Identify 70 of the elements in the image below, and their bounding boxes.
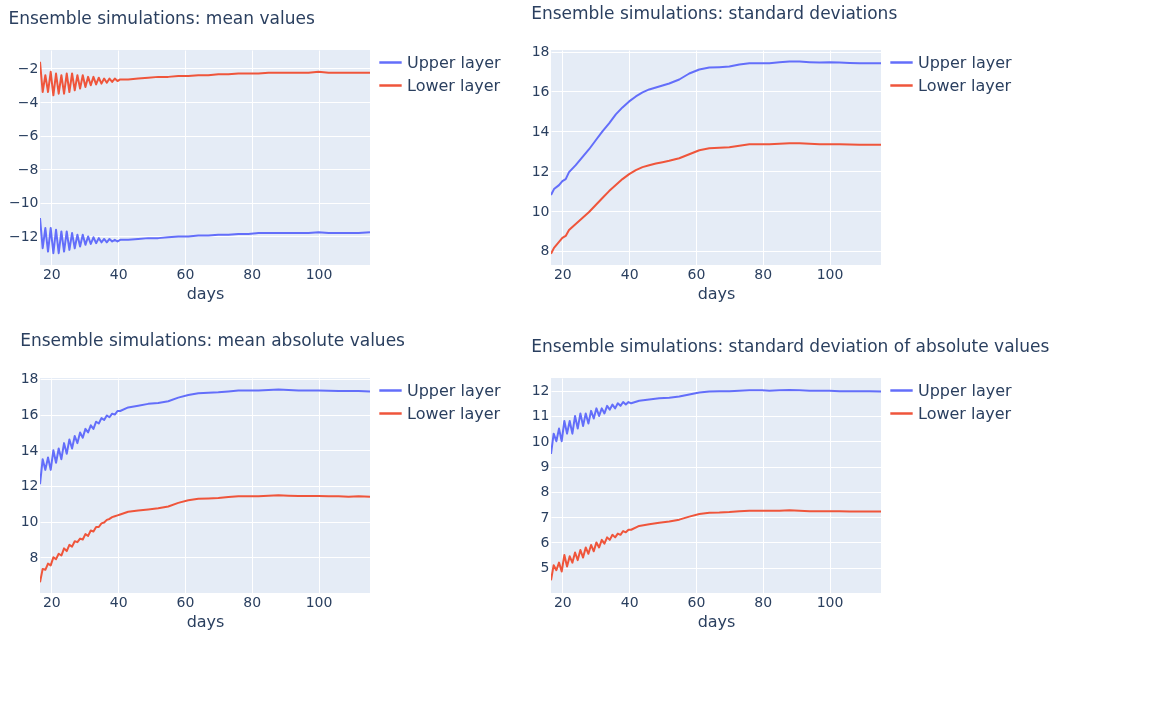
x-tick-label: 80	[243, 265, 262, 282]
y-tick-label: −6	[17, 127, 39, 144]
x-tick-label: 100	[305, 593, 333, 610]
x-tick-label: 100	[305, 265, 333, 282]
x-tick-label: 60	[687, 593, 706, 610]
x-tick-label: 80	[243, 593, 262, 610]
line-series	[40, 216, 370, 255]
y-tick-label: 12	[531, 382, 550, 399]
y-tick-label: 10	[20, 513, 39, 530]
y-tick-label: −4	[17, 93, 39, 110]
x-tick-label: 60	[687, 265, 706, 282]
chart-title: Ensemble simulations: mean absolute values	[20, 329, 406, 350]
y-tick-label: 16	[20, 406, 39, 423]
y-tick-label: 12	[531, 162, 550, 179]
legend-label: Upper layer	[407, 52, 502, 72]
x-axis-title: days	[186, 611, 225, 631]
x-tick-label: 40	[109, 265, 128, 282]
y-tick-label: 5	[540, 559, 550, 576]
x-tick-label: 100	[816, 265, 844, 282]
legend-label: Upper layer	[918, 380, 1013, 400]
legend-label: Lower layer	[918, 75, 1012, 95]
legend-label: Lower layer	[918, 403, 1012, 423]
y-tick-label: −12	[8, 227, 39, 244]
y-tick-label: 8	[29, 548, 39, 565]
y-tick-label: −2	[17, 59, 39, 76]
legend-label: Lower layer	[407, 403, 501, 423]
chart-title: Ensemble simulations: standard deviation of absolute values	[531, 336, 1050, 356]
chart-title: Ensemble simulations: mean values	[8, 8, 315, 28]
line-series	[40, 494, 370, 584]
line-series	[551, 509, 881, 582]
x-axis-title: days	[697, 283, 736, 303]
x-axis-title: days	[697, 611, 736, 631]
line-series	[40, 388, 370, 486]
x-tick-label: 40	[109, 593, 128, 610]
x-tick-label: 100	[816, 593, 844, 610]
line-series	[551, 142, 881, 255]
chart-title: Ensemble simulations: standard deviations	[531, 2, 898, 23]
y-tick-label: 18	[531, 43, 550, 60]
y-tick-label: 6	[540, 533, 550, 550]
x-tick-label: 20	[553, 593, 572, 610]
y-tick-label: 9	[540, 458, 550, 475]
y-tick-label: 10	[531, 432, 550, 449]
legend-label: Upper layer	[407, 380, 502, 400]
y-tick-label: 16	[531, 82, 550, 99]
y-tick-label: 14	[20, 441, 39, 458]
x-tick-label: 40	[620, 265, 639, 282]
x-tick-label: 60	[176, 593, 195, 610]
y-tick-label: 12	[20, 477, 39, 494]
y-tick-label: 18	[20, 370, 39, 387]
x-tick-label: 80	[754, 593, 773, 610]
y-tick-label: 14	[531, 122, 550, 139]
y-tick-label: 8	[540, 242, 550, 259]
line-series	[551, 388, 881, 455]
x-tick-label: 80	[754, 265, 773, 282]
line-series	[40, 60, 370, 97]
x-tick-label: 20	[42, 593, 61, 610]
x-tick-label: 20	[553, 265, 572, 282]
y-tick-label: 8	[540, 483, 550, 500]
line-series	[551, 60, 881, 197]
x-axis-title: days	[186, 283, 225, 303]
x-tick-label: 60	[176, 265, 195, 282]
y-tick-label: 10	[531, 202, 550, 219]
y-tick-label: −10	[8, 194, 39, 211]
y-tick-label: −8	[17, 160, 39, 177]
y-tick-label: 7	[540, 508, 550, 525]
legend-label: Upper layer	[918, 52, 1013, 72]
y-tick-label: 11	[531, 407, 550, 424]
x-tick-label: 40	[620, 593, 639, 610]
legend-label: Lower layer	[407, 75, 501, 95]
x-tick-label: 20	[42, 265, 61, 282]
